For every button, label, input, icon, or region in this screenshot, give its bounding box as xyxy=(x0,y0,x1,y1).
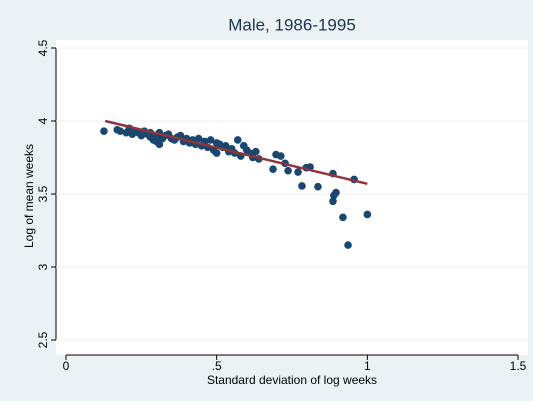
plot-area xyxy=(56,40,528,355)
point xyxy=(194,134,203,143)
point xyxy=(233,136,242,144)
point xyxy=(277,152,285,160)
x-tick-label: 1 xyxy=(364,359,371,373)
point xyxy=(206,136,215,144)
x-axis-label: Standard deviation of log weeks xyxy=(207,373,377,387)
point xyxy=(363,210,372,219)
point xyxy=(269,165,277,173)
x-tick-label: 1.5 xyxy=(510,359,527,373)
point xyxy=(252,147,260,156)
point xyxy=(100,127,108,136)
point xyxy=(155,140,164,149)
y-tick-label: 4.5 xyxy=(36,39,50,56)
chart-title: Male, 1986-1995 xyxy=(228,15,356,34)
point xyxy=(221,142,230,150)
x-tick-label: .5 xyxy=(212,359,222,373)
point xyxy=(298,182,306,190)
fit-line xyxy=(104,119,368,185)
point xyxy=(116,127,125,136)
y-tick-label: 3.5 xyxy=(36,185,50,202)
point xyxy=(329,197,337,206)
point xyxy=(344,241,352,249)
point xyxy=(212,149,221,157)
x-tick-label: 0 xyxy=(63,359,70,373)
point xyxy=(314,182,322,191)
y-tick-label: 4 xyxy=(36,117,50,124)
point xyxy=(294,168,302,176)
y-axis-label: Log of mean weeks xyxy=(22,144,36,248)
point xyxy=(284,166,292,175)
y-tick-label: 2.5 xyxy=(36,331,50,348)
y-tick-label: 3 xyxy=(36,263,50,270)
point xyxy=(339,213,347,222)
point xyxy=(332,188,340,197)
